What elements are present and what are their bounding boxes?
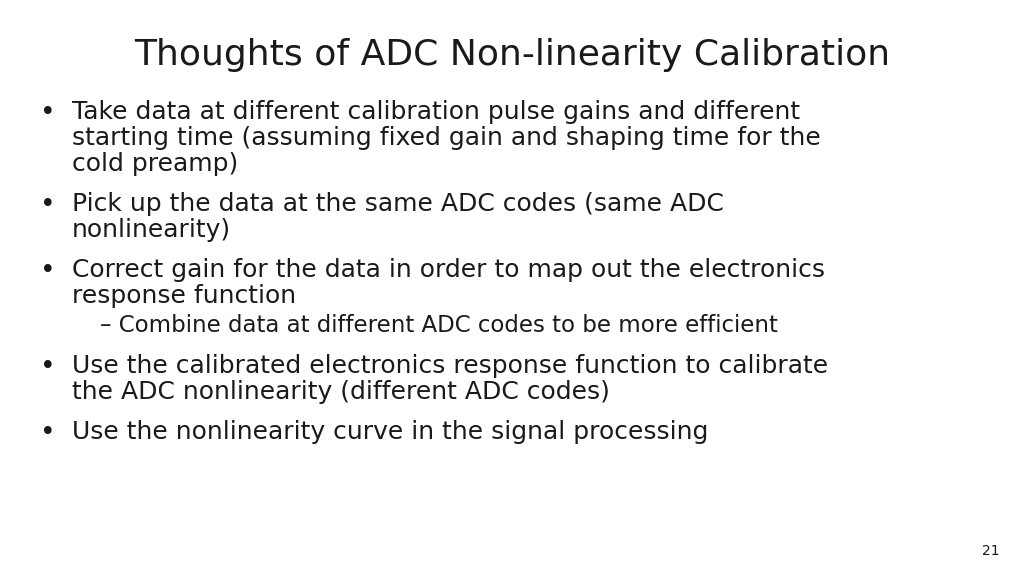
Text: cold preamp): cold preamp) (72, 152, 239, 176)
Text: •: • (40, 258, 56, 284)
Text: nonlinearity): nonlinearity) (72, 218, 231, 242)
Text: •: • (40, 354, 56, 380)
Text: 21: 21 (982, 544, 1000, 558)
Text: Take data at different calibration pulse gains and different: Take data at different calibration pulse… (72, 100, 800, 124)
Text: Thoughts of ADC Non-linearity Calibration: Thoughts of ADC Non-linearity Calibratio… (134, 38, 890, 72)
Text: •: • (40, 192, 56, 218)
Text: response function: response function (72, 284, 296, 308)
Text: starting time (assuming fixed gain and shaping time for the: starting time (assuming fixed gain and s… (72, 126, 821, 150)
Text: •: • (40, 420, 56, 446)
Text: •: • (40, 100, 56, 126)
Text: Use the nonlinearity curve in the signal processing: Use the nonlinearity curve in the signal… (72, 420, 709, 444)
Text: Pick up the data at the same ADC codes (same ADC: Pick up the data at the same ADC codes (… (72, 192, 724, 216)
Text: Correct gain for the data in order to map out the electronics: Correct gain for the data in order to ma… (72, 258, 825, 282)
Text: – Combine data at different ADC codes to be more efficient: – Combine data at different ADC codes to… (100, 314, 778, 337)
Text: the ADC nonlinearity (different ADC codes): the ADC nonlinearity (different ADC code… (72, 380, 610, 404)
Text: Use the calibrated electronics response function to calibrate: Use the calibrated electronics response … (72, 354, 828, 378)
